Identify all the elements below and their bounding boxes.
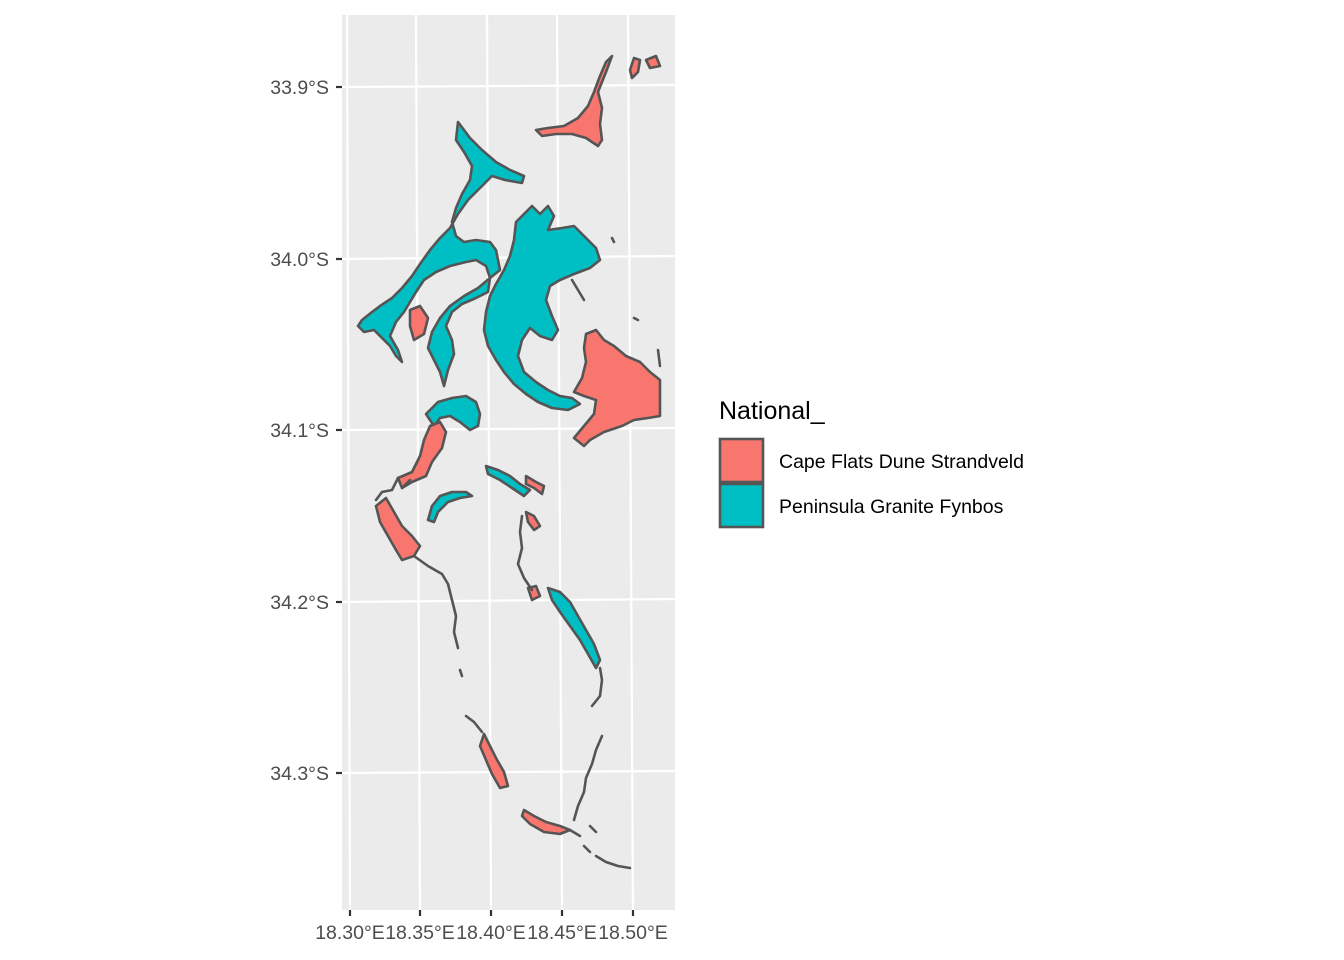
gridline-lon-18-45	[555, 14, 564, 911]
gridline-lat-34-1	[341, 426, 676, 432]
strandveld-polygon-kommetjie	[524, 474, 546, 496]
x-tick-label: 18.35°E	[385, 922, 455, 944]
gridline-lon-18-50	[626, 14, 635, 911]
x-axis: 18.30°E 18.35°E 18.40°E 18.45°E 18.50°E	[315, 910, 668, 944]
strandveld-polygon-scarborough	[478, 732, 510, 790]
legend-key-strandveld	[718, 437, 765, 484]
y-tick-label: 34.3°S	[270, 763, 329, 785]
vegetation-polygons	[356, 54, 662, 870]
strandveld-polygon-islet-2	[644, 54, 662, 70]
fynbos-polygon-kalk-bay	[424, 394, 482, 432]
legend-key-fynbos	[718, 482, 765, 529]
fynbos-polygon-constantia	[482, 204, 602, 412]
gridline-lat-34-3	[341, 769, 676, 775]
x-tick-label: 18.50°E	[598, 922, 668, 944]
legend: National_ Cape Flats Dune Strandveld Pen…	[718, 397, 1024, 529]
fynbos-polygon-chapmans	[484, 464, 532, 498]
x-tick-label: 18.30°E	[315, 922, 385, 944]
outline-west-coast	[374, 476, 460, 650]
map-panel	[342, 15, 675, 910]
strandveld-polygon-islet-1	[628, 56, 642, 80]
fynbos-polygon-table-mountain	[356, 120, 526, 388]
strandveld-polygon-glencairn	[524, 510, 542, 532]
gridline-lat-33-9	[341, 83, 676, 89]
gridline-lat-34-2	[341, 597, 676, 604]
legend-label-fynbos: Peninsula Granite Fynbos	[779, 496, 1004, 518]
y-tick-label: 34.1°S	[270, 420, 329, 442]
strandveld-polygon-hout-bay	[408, 304, 430, 342]
legend-title: National_	[719, 397, 826, 425]
outline-southern-tip	[464, 714, 632, 870]
legend-label-strandveld: Cape Flats Dune Strandveld	[779, 451, 1024, 473]
y-tick-label: 33.9°S	[270, 77, 329, 99]
y-tick-label: 34.0°S	[270, 249, 329, 271]
strandveld-polygon-olifantsbos	[520, 808, 572, 836]
y-axis: 33.9°S 34.0°S 34.1°S 34.2°S 34.3°S	[270, 77, 342, 785]
fynbos-polygon-simons-town	[546, 586, 602, 670]
x-tick-label: 18.40°E	[456, 922, 526, 944]
x-tick-label: 18.45°E	[527, 922, 597, 944]
strandveld-polygon-muizenberg	[572, 328, 662, 448]
gridline-lon-18-30	[345, 14, 352, 911]
outline-east-coast	[516, 514, 604, 822]
y-tick-label: 34.2°S	[270, 592, 329, 614]
strandveld-polygon-northern-flats	[534, 54, 614, 148]
fynbos-polygon-silvermine	[426, 490, 474, 524]
strandveld-polygon-fish-hoek	[396, 420, 448, 490]
strandveld-polygon-noordhoek	[374, 496, 422, 562]
outline-northern-slivers	[458, 236, 662, 678]
